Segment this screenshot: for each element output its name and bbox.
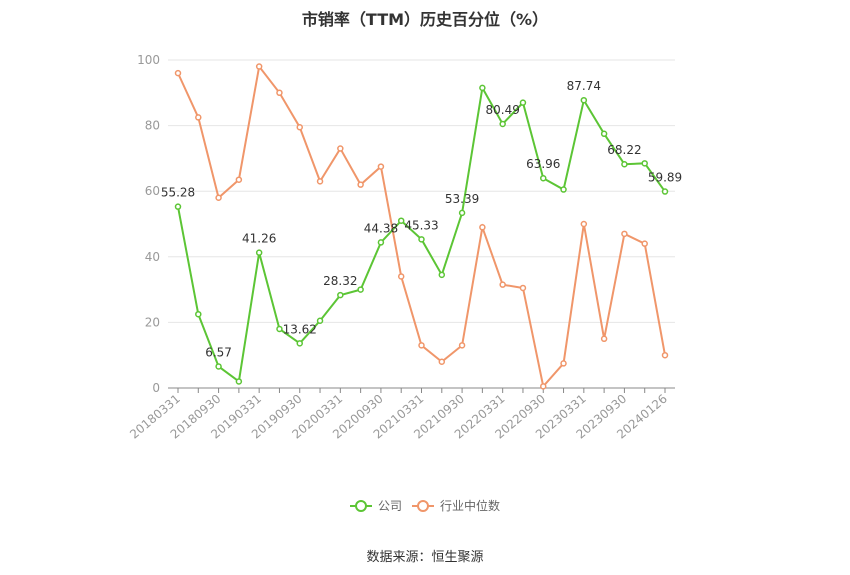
data-point xyxy=(540,383,547,390)
data-label: 44.38 xyxy=(364,221,398,235)
data-point xyxy=(195,114,202,121)
legend-label-industry-median: 行业中位数 xyxy=(440,498,500,513)
data-point xyxy=(215,363,222,370)
data-point xyxy=(580,96,588,104)
data-label: 53.39 xyxy=(445,192,479,206)
data-point xyxy=(641,160,648,167)
data-point xyxy=(479,224,486,231)
data-point xyxy=(418,342,425,349)
data-point xyxy=(235,378,243,385)
data-point xyxy=(337,291,344,299)
data-point xyxy=(479,84,486,92)
data-point xyxy=(296,340,303,347)
data-label: 59.89 xyxy=(648,171,682,185)
data-point xyxy=(377,163,385,170)
data-point xyxy=(458,342,466,349)
y-tick-label: 20 xyxy=(145,315,160,329)
chart-title: 市销率（TTM）历史百分位（%） xyxy=(301,10,549,29)
data-point xyxy=(357,181,364,188)
data-point xyxy=(600,335,608,343)
data-point xyxy=(540,174,547,182)
data-point xyxy=(397,217,405,224)
y-tick-label: 0 xyxy=(152,381,160,395)
data-point xyxy=(621,230,628,238)
data-point xyxy=(560,186,567,193)
data-point xyxy=(661,351,669,359)
data-label: 55.28 xyxy=(161,186,195,200)
legend-marker xyxy=(417,500,429,512)
y-tick-label: 60 xyxy=(145,184,160,198)
data-point xyxy=(174,203,182,210)
data-point xyxy=(255,249,263,256)
data-point xyxy=(641,240,648,247)
data-label: 68.22 xyxy=(607,143,641,157)
data-label: 63.96 xyxy=(526,157,560,171)
data-point xyxy=(458,209,466,217)
data-label: 80.49 xyxy=(485,103,519,117)
data-point xyxy=(377,239,385,246)
data-label: 87.74 xyxy=(567,79,601,93)
data-point xyxy=(337,145,344,152)
data-point xyxy=(499,120,506,128)
data-point xyxy=(519,284,527,292)
data-point xyxy=(215,194,222,202)
y-tick-label: 80 xyxy=(145,119,160,133)
data-point xyxy=(499,281,506,288)
data-label: 28.32 xyxy=(323,274,357,288)
data-point xyxy=(519,99,527,106)
data-point xyxy=(195,310,202,318)
data-point xyxy=(438,271,446,279)
data-label: 45.33 xyxy=(404,218,438,232)
data-point xyxy=(316,178,324,185)
data-point xyxy=(560,360,567,367)
data-point xyxy=(357,286,364,293)
data-point xyxy=(621,160,628,168)
data-point xyxy=(580,220,588,228)
data-point xyxy=(316,317,324,325)
data-point xyxy=(276,325,283,333)
data-point xyxy=(235,176,243,183)
data-point xyxy=(397,273,405,280)
data-point xyxy=(418,236,425,243)
data-label: 6.57 xyxy=(205,345,232,359)
data-source: 数据来源：恒生聚源 xyxy=(366,550,484,565)
data-point xyxy=(661,188,669,195)
data-point xyxy=(174,69,182,77)
data-label: 13.62 xyxy=(283,322,317,336)
y-tick-label: 100 xyxy=(137,53,160,67)
y-tick-label: 40 xyxy=(145,250,160,264)
data-label: 41.26 xyxy=(242,232,276,246)
data-point xyxy=(438,358,446,366)
data-point xyxy=(255,63,263,70)
legend-marker xyxy=(355,500,367,512)
data-point xyxy=(600,130,608,138)
data-point xyxy=(296,123,303,131)
legend-label-company: 公司 xyxy=(378,499,402,513)
data-point xyxy=(276,89,283,97)
